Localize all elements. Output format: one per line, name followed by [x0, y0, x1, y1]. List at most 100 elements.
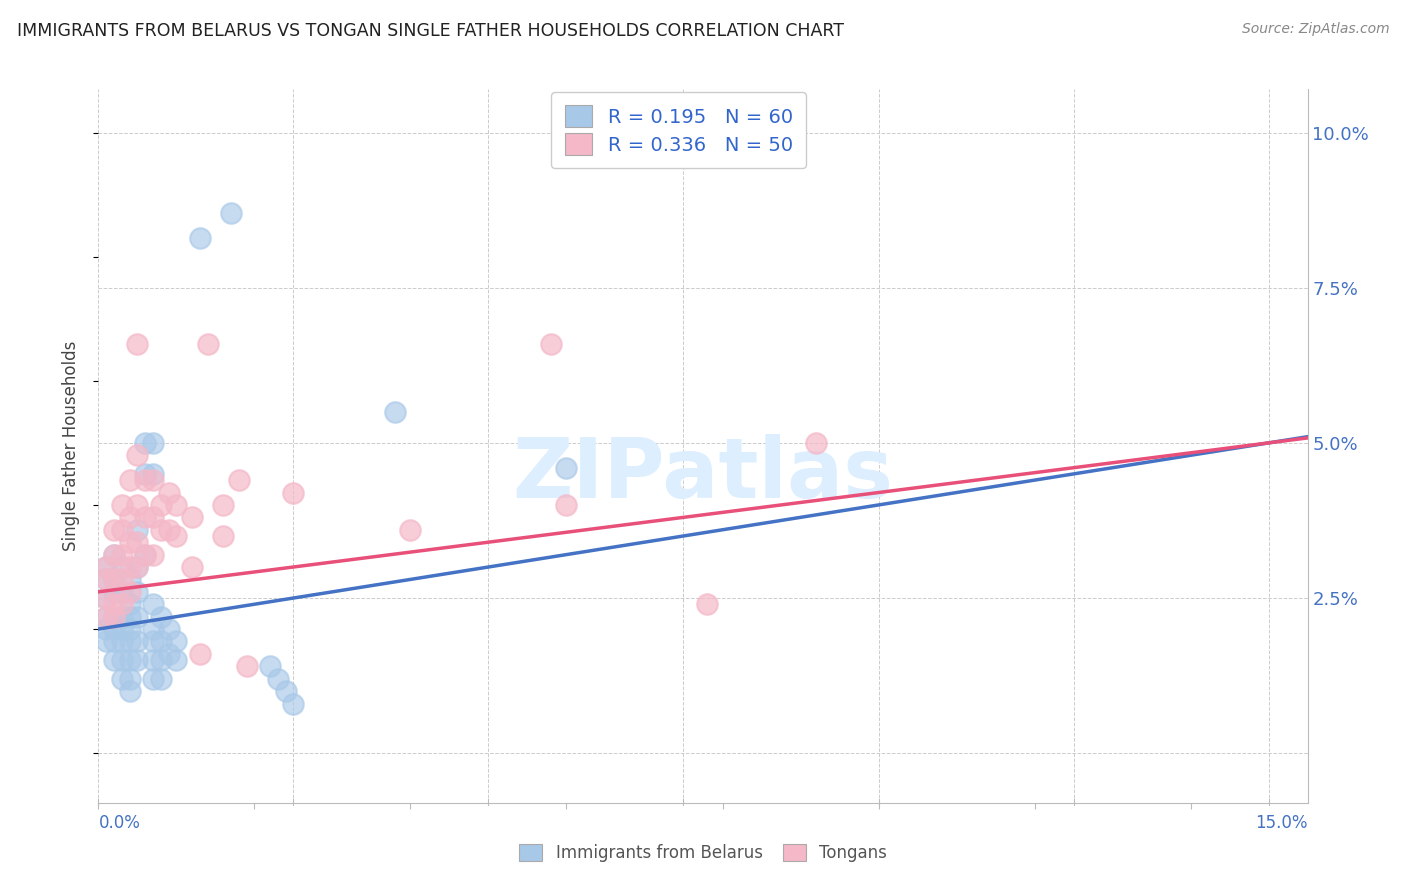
Point [96, 560, 118, 574]
Point [118, 560, 141, 574]
Point [96, 560, 118, 574]
Point [96, 591, 118, 605]
Point [111, 597, 134, 611]
Point [399, 523, 422, 537]
Point [219, 206, 242, 220]
Point [157, 622, 180, 636]
Point [212, 498, 235, 512]
Point [111, 609, 134, 624]
Point [118, 535, 141, 549]
Point [103, 584, 125, 599]
Point [157, 485, 180, 500]
Point [103, 573, 125, 587]
Point [165, 498, 187, 512]
Point [157, 523, 180, 537]
Point [118, 653, 141, 667]
Point [696, 597, 718, 611]
Point [103, 523, 125, 537]
Point [142, 622, 165, 636]
Point [127, 535, 149, 549]
Point [212, 529, 235, 543]
Point [384, 405, 406, 419]
Point [111, 584, 134, 599]
Point [103, 573, 125, 587]
Y-axis label: Single Father Households: Single Father Households [62, 341, 80, 551]
Point [127, 560, 149, 574]
Point [157, 647, 180, 661]
Point [118, 634, 141, 648]
Point [118, 584, 141, 599]
Point [142, 653, 165, 667]
Point [804, 436, 827, 450]
Point [103, 609, 125, 624]
Point [103, 548, 125, 562]
Point [127, 336, 149, 351]
Point [127, 634, 149, 648]
Point [103, 653, 125, 667]
Text: 15.0%: 15.0% [1256, 814, 1308, 831]
Point [134, 436, 156, 450]
Point [142, 548, 165, 562]
Point [111, 634, 134, 648]
Point [235, 659, 257, 673]
Text: IMMIGRANTS FROM BELARUS VS TONGAN SINGLE FATHER HOUSEHOLDS CORRELATION CHART: IMMIGRANTS FROM BELARUS VS TONGAN SINGLE… [17, 22, 844, 40]
Point [142, 634, 165, 648]
Point [540, 336, 562, 351]
Point [149, 609, 172, 624]
Point [96, 573, 118, 587]
Point [118, 609, 141, 624]
Point [283, 485, 305, 500]
Point [118, 684, 141, 698]
Point [118, 622, 141, 636]
Point [111, 548, 134, 562]
Point [127, 584, 149, 599]
Point [181, 510, 204, 524]
Point [127, 448, 149, 462]
Point [96, 609, 118, 624]
Text: ZIPatlas: ZIPatlas [513, 434, 893, 515]
Point [267, 672, 290, 686]
Point [103, 609, 125, 624]
Point [96, 591, 118, 605]
Point [111, 498, 134, 512]
Point [134, 467, 156, 481]
Point [111, 573, 134, 587]
Point [149, 653, 172, 667]
Text: 0.0%: 0.0% [98, 814, 141, 831]
Point [103, 597, 125, 611]
Point [111, 523, 134, 537]
Point [96, 609, 118, 624]
Point [134, 510, 156, 524]
Point [197, 336, 219, 351]
Point [165, 634, 187, 648]
Point [103, 622, 125, 636]
Point [111, 653, 134, 667]
Point [118, 672, 141, 686]
Point [103, 634, 125, 648]
Point [142, 436, 165, 450]
Legend: Immigrants from Belarus, Tongans: Immigrants from Belarus, Tongans [510, 836, 896, 871]
Point [96, 622, 118, 636]
Point [188, 647, 211, 661]
Point [149, 672, 172, 686]
Point [149, 523, 172, 537]
Point [96, 573, 118, 587]
Point [142, 473, 165, 487]
Point [181, 560, 204, 574]
Point [118, 597, 141, 611]
Point [555, 460, 578, 475]
Point [118, 473, 141, 487]
Point [96, 634, 118, 648]
Point [134, 548, 156, 562]
Point [127, 653, 149, 667]
Point [555, 498, 578, 512]
Point [111, 622, 134, 636]
Legend: R = 0.195   N = 60, R = 0.336   N = 50: R = 0.195 N = 60, R = 0.336 N = 50 [551, 92, 807, 169]
Point [149, 498, 172, 512]
Point [283, 697, 305, 711]
Point [149, 634, 172, 648]
Point [103, 548, 125, 562]
Point [188, 231, 211, 245]
Point [134, 548, 156, 562]
Point [165, 529, 187, 543]
